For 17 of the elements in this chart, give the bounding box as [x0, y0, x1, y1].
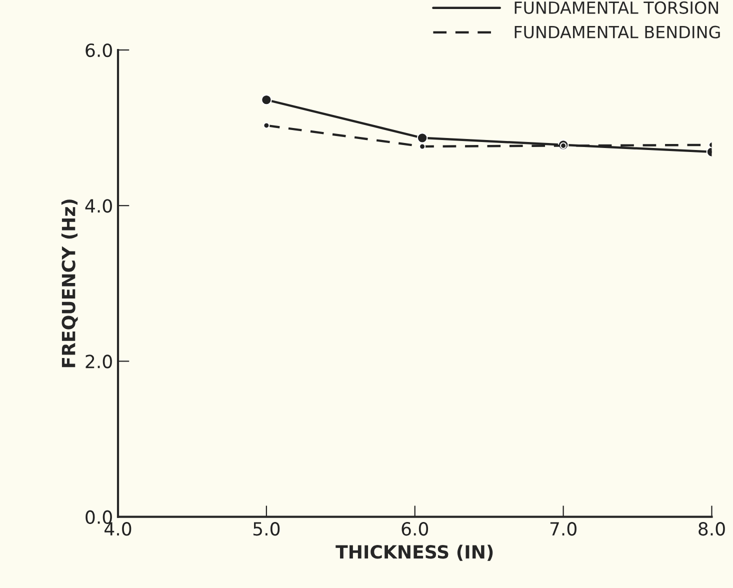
- x-axis-title: THICKNESS (IN): [336, 544, 493, 561]
- point: [419, 143, 426, 150]
- point: [263, 122, 270, 129]
- y-tick-label: 2.0: [86, 354, 112, 368]
- y-tick-label: 6.0: [86, 43, 112, 58]
- y-tick-label: 4.0: [85, 199, 112, 213]
- point: [261, 94, 272, 106]
- y-tick-label: 0.0: [86, 510, 112, 524]
- legend-label: FUNDAMENTAL TORSION: [514, 1, 718, 14]
- point: [416, 132, 428, 144]
- x-tick-label: 4.0: [104, 522, 132, 536]
- x-tick-label: 6.0: [402, 522, 428, 536]
- x-tick-label: 8.0: [698, 522, 725, 536]
- legend-label: FUNDAMENTAL BENDING: [514, 26, 720, 38]
- x-tick-label: 5.0: [253, 522, 280, 536]
- x-tick-label: 7.0: [550, 522, 576, 536]
- y-axis-title: FREQUENCY (Hz): [61, 200, 78, 368]
